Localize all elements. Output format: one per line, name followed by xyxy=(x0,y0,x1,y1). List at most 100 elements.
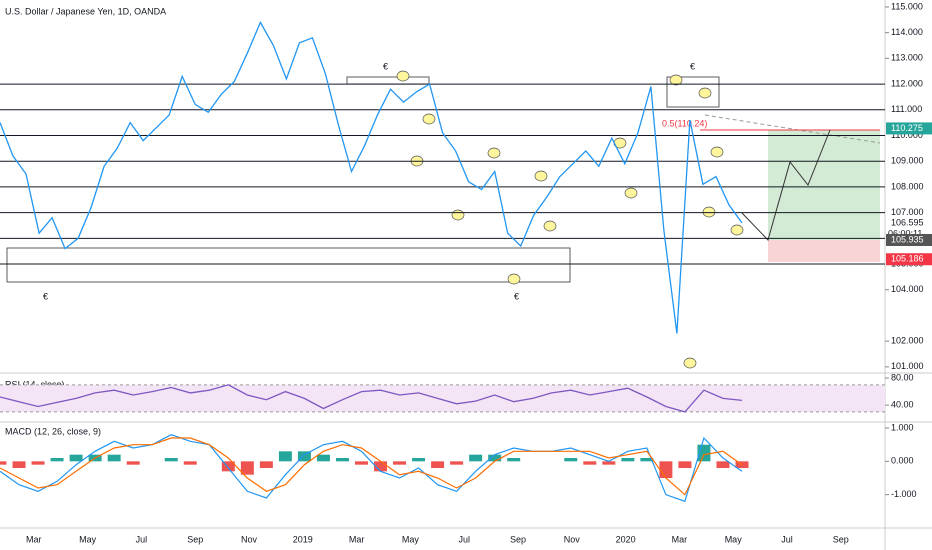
rsi-title: RSI (14, close) xyxy=(5,379,65,389)
y-tick-label: 0.000 xyxy=(891,456,914,466)
level-label: 107.000 xyxy=(891,207,924,217)
x-tick-label: Sep xyxy=(833,534,849,544)
annotation: € xyxy=(383,61,388,71)
x-tick-label: 2019 xyxy=(293,534,313,544)
macd-title: MACD (12, 26, close, 9) xyxy=(5,426,101,436)
x-tick-label: Jul xyxy=(781,534,793,544)
price-line xyxy=(0,20,743,334)
histogram-bar xyxy=(393,461,407,465)
price-line xyxy=(0,384,743,413)
x-tick-label: Jul xyxy=(458,534,470,544)
histogram-bar xyxy=(12,461,26,468)
y-tick-label: 113.000 xyxy=(891,53,923,63)
x-tick-label: Mar xyxy=(26,534,42,544)
histogram-bar xyxy=(354,461,368,465)
chart-title: U.S. Dollar / Japanese Yen, 1D, OANDA xyxy=(5,6,166,16)
histogram-bar xyxy=(469,454,483,462)
histogram-bar xyxy=(716,461,730,468)
y-tick-label: 114.000 xyxy=(891,27,923,37)
x-tick-label: May xyxy=(725,534,743,544)
annotation: € xyxy=(514,291,519,301)
histogram-bar xyxy=(259,461,273,468)
level-label-bg xyxy=(886,180,932,193)
y-tick-label: 104.000 xyxy=(891,284,924,294)
level-label: 109.000 xyxy=(891,156,924,166)
markers xyxy=(396,70,744,369)
annotation: € xyxy=(43,291,48,301)
fib-label: 0.5(110.24) xyxy=(662,118,707,128)
histogram-bar xyxy=(297,451,311,462)
y-tick-label: 1.000 xyxy=(891,422,914,432)
x-tick-label: Sep xyxy=(187,534,203,544)
histogram-bar xyxy=(507,458,521,462)
histogram-bar xyxy=(412,458,426,462)
histogram-bar xyxy=(126,461,140,465)
x-tick-label: May xyxy=(402,534,420,544)
histogram-bar xyxy=(374,461,388,472)
histogram-bar xyxy=(221,461,235,472)
histogram-bar xyxy=(316,454,330,462)
resistance-box xyxy=(666,76,720,108)
y-tick-label: 101.000 xyxy=(891,361,924,371)
histogram-bar xyxy=(583,461,597,465)
trend-line xyxy=(704,114,881,144)
histogram-bar xyxy=(240,461,254,475)
histogram-bar xyxy=(602,461,616,465)
y-tick-label: 115.000 xyxy=(891,1,923,11)
level-label-bg xyxy=(886,155,932,168)
histogram-bar xyxy=(431,461,445,468)
histogram-bar xyxy=(31,461,45,465)
level-label: 108.000 xyxy=(891,181,924,191)
y-tick-label: 102.000 xyxy=(891,336,924,346)
histogram-bar xyxy=(621,458,635,462)
y-tick-label: -1.000 xyxy=(891,489,917,499)
histogram-bar xyxy=(0,461,7,465)
price-label: 110.275 xyxy=(891,123,923,133)
projection xyxy=(741,129,831,241)
x-tick-label: Sep xyxy=(510,534,526,544)
histogram-bar xyxy=(335,458,349,462)
price-label-bg xyxy=(886,253,932,266)
level-label-bg xyxy=(886,206,932,219)
x-tick-label: 2020 xyxy=(616,534,636,544)
x-tick-label: May xyxy=(79,534,97,544)
price-label-bg xyxy=(886,217,932,230)
x-tick-label: Nov xyxy=(564,534,581,544)
level-label: 112.000 xyxy=(891,78,923,88)
histogram-bar xyxy=(564,458,578,462)
y-tick-label: 40.00 xyxy=(891,399,914,409)
histogram-bar xyxy=(278,451,292,462)
histogram-bar xyxy=(488,454,502,462)
x-tick-label: Mar xyxy=(672,534,688,544)
x-tick-label: Jul xyxy=(136,534,148,544)
histogram-bar xyxy=(659,461,673,478)
level-label-bg xyxy=(886,103,932,116)
histogram-bar xyxy=(164,458,178,462)
macd-line xyxy=(0,437,743,496)
histogram-bar xyxy=(183,461,197,465)
histogram-bar xyxy=(450,461,464,465)
price-label: 105.935 xyxy=(891,234,924,244)
price-label: 106.595 xyxy=(891,217,924,227)
histogram-bar xyxy=(69,454,83,462)
price-label-bg xyxy=(886,233,932,246)
stop-zone xyxy=(768,240,880,262)
rsi-band xyxy=(0,384,885,412)
level-label-bg xyxy=(886,78,932,91)
histogram-bar xyxy=(50,458,64,462)
price-label: 105.186 xyxy=(891,254,924,264)
target-zone xyxy=(768,130,880,240)
support-box xyxy=(6,247,571,283)
x-tick-label: Nov xyxy=(241,534,258,544)
histogram-bar xyxy=(107,454,121,462)
level-label: 111.000 xyxy=(891,104,922,114)
x-tick-label: Mar xyxy=(349,534,365,544)
level-label: 110.000 xyxy=(891,130,923,140)
histogram-bar xyxy=(640,458,654,462)
y-tick-label: 80.00 xyxy=(891,372,914,382)
countdown: 06:00:11 xyxy=(888,228,922,238)
annotation: € xyxy=(690,61,695,71)
histogram-bar xyxy=(678,461,692,468)
